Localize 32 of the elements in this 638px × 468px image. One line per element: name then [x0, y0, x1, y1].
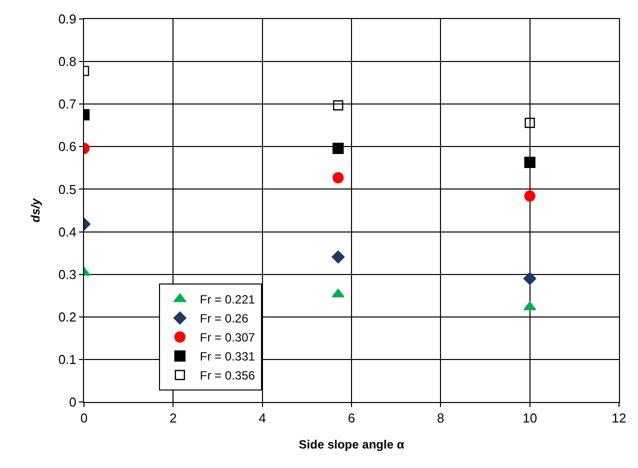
y-axis-title: ds/y: [28, 197, 43, 223]
x-tick-label: 8: [437, 410, 444, 426]
y-tick-label: 0.7: [58, 96, 76, 112]
y-tick-label: 0.1: [58, 352, 76, 367]
point: [332, 142, 344, 154]
x-tick-label: 0: [80, 410, 88, 426]
y-tick-label: 0.5: [58, 182, 76, 197]
point: [333, 100, 344, 110]
y-tick-label: 0.2: [58, 309, 76, 324]
y-tick-label: 0.3: [58, 266, 76, 282]
legend-label: Fr = 0.221: [200, 292, 256, 307]
x-tick-label: 6: [348, 410, 356, 426]
y-tick-label: 0.8: [58, 54, 76, 70]
legend-label: Fr = 0.26: [200, 312, 249, 326]
x-tick-label: 2: [170, 410, 177, 426]
x-tick-label: 10: [522, 410, 538, 426]
point: [524, 156, 536, 168]
point: [524, 118, 535, 128]
y-tick-label: 0.6: [58, 139, 76, 154]
x-tick-label: 4: [258, 410, 266, 426]
y-tick-label: 0.4: [58, 224, 76, 240]
legend-label: Fr = 0.356: [200, 368, 256, 383]
legend-label: Fr = 0.331: [200, 350, 256, 364]
point: [524, 190, 536, 202]
point: [523, 272, 536, 286]
point: [332, 172, 344, 184]
x-tick-label: 12: [612, 410, 626, 426]
point: [332, 250, 345, 264]
y-tick-label: 0.9: [58, 12, 76, 27]
legend-label: Fr = 0.307: [200, 330, 256, 345]
y-tick-label: 0: [69, 394, 76, 410]
x-axis-title: Side slope angle α: [298, 438, 405, 452]
